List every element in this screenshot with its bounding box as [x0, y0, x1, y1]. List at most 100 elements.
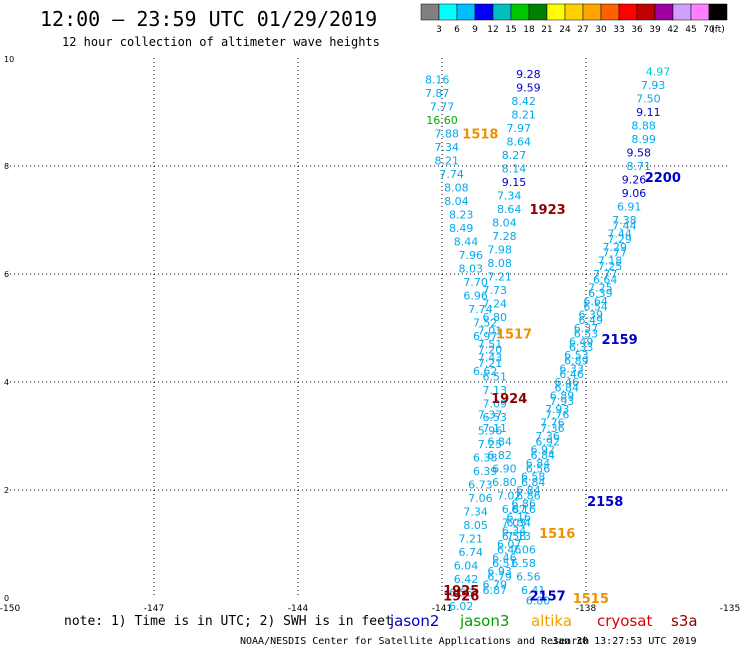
plot-grid — [10, 58, 730, 598]
legend-value: 18 — [523, 25, 535, 35]
swh-data-label: 6.46 — [555, 376, 580, 389]
y-axis-ticks: 0 2 4 6 8 10 — [4, 55, 14, 603]
swh-data-label: 8.04 — [492, 217, 517, 230]
swh-data-label: 8.04 — [444, 195, 469, 208]
swh-data-label: 7.50 — [636, 93, 661, 106]
swh-data-label: 6.84 — [521, 476, 546, 489]
swh-data-label: 7.28 — [492, 230, 517, 243]
swh-data-label: 8.27 — [502, 149, 527, 162]
swh-data-label: 7.06 — [468, 492, 493, 505]
legend-swatch — [708, 3, 728, 21]
swh-data-label: 7.25 — [478, 438, 503, 451]
legend-swatch — [636, 3, 656, 21]
swh-data-label: 6.84 — [516, 484, 541, 497]
pass-time-label: 1518 — [462, 128, 498, 143]
swh-data-label: 8.03 — [459, 263, 484, 276]
swh-data-label: 9.11 — [636, 106, 661, 119]
legend-value: 21 — [541, 25, 552, 35]
swh-data-label: 8.44 — [454, 236, 479, 249]
swh-data-label: 7.37 — [478, 408, 503, 421]
swh-data-label: 7.43 — [478, 352, 503, 365]
swh-data-label: 7.01 — [478, 325, 503, 338]
swh-data-label: 7.44 — [607, 228, 632, 241]
satellite-legend-item: jason3 — [459, 612, 509, 630]
swh-data-label: 7.25 — [598, 260, 623, 273]
swh-data-label: 6.86 — [516, 489, 541, 502]
swh-data-label: 7.96 — [459, 249, 484, 262]
legend-value: 3 — [436, 25, 442, 35]
swh-data-label: 7.24 — [483, 298, 508, 311]
swh-data-label: 9.59 — [516, 82, 541, 95]
legend-swatch — [672, 3, 692, 21]
swh-data-label: 6.89 — [550, 390, 575, 403]
swh-data-label: 6.54 — [583, 300, 608, 313]
swh-data-label: 6.42 — [454, 573, 479, 586]
color-legend: 3 6 9 12 15 18 21 24 27 30 33 36 39 42 45 70(ft) — [420, 3, 728, 35]
swh-data-label: 7.74 — [439, 168, 464, 181]
swh-data-label: 8.21 — [511, 109, 536, 122]
swh-data-label: 6.80 — [526, 595, 551, 608]
swh-data-label: 6.84 — [555, 381, 580, 394]
legend-value: 33 — [613, 25, 624, 35]
swh-data-label: 7.98 — [487, 244, 512, 257]
swh-data-label: 6.34 — [502, 525, 527, 538]
swh-data-label: 6.93 — [487, 565, 512, 578]
swh-data-label: 9.06 — [622, 187, 647, 200]
swh-data-label: 6.38 — [473, 452, 498, 465]
swh-data-label: 7.09 — [483, 398, 508, 411]
swh-data-label: 8.16 — [425, 74, 450, 87]
legend-swatch — [564, 3, 584, 21]
swh-data-label: 7.18 — [598, 255, 623, 268]
pass-time-label: 1516 — [539, 527, 575, 542]
swh-data-label: 6.39 — [473, 465, 498, 478]
swh-data-label: 7.73 — [483, 284, 508, 297]
swh-data-label: 7.34 — [497, 190, 522, 203]
legend-swatch — [474, 3, 494, 21]
swh-data-label: 6.92 — [531, 444, 556, 457]
swh-data-label: 7.06 — [511, 543, 536, 556]
swh-data-label: 7.70 — [463, 276, 488, 289]
x-axis-ticks: -150 -147 -144 -141 -138 -135 — [0, 604, 740, 614]
legend-swatch — [654, 3, 674, 21]
legend-swatch — [690, 3, 710, 21]
swh-data-label: 6.46 — [497, 543, 522, 556]
swh-data-label: 6.33 — [569, 341, 594, 354]
swh-data-label: 7.03 — [502, 516, 527, 529]
legend-value: 24 — [559, 25, 571, 35]
pass-time-label: 1926 — [443, 589, 479, 604]
swh-data-label: 7.36 — [540, 422, 565, 435]
legend-swatch — [456, 3, 476, 21]
swh-data-label: 8.88 — [631, 120, 656, 133]
satellite-legend: jason2 jason3 altika cryosat s3a — [389, 612, 698, 630]
swh-data-label: 7.21 — [487, 271, 512, 284]
x-tick-label: -147 — [144, 604, 164, 614]
legend-value: 42 — [667, 25, 678, 35]
swh-data-label: 7.11 — [483, 422, 508, 435]
swh-data-label: 7.20 — [478, 344, 503, 357]
swh-data-label: 4.97 — [646, 66, 671, 79]
swh-data-label: 8.08 — [444, 182, 469, 195]
swh-data-label: 6.53 — [574, 327, 599, 340]
swh-data-label: 6.56 — [516, 570, 541, 583]
swh-data-label: 6.92 — [535, 435, 560, 448]
legend-swatch — [618, 3, 638, 21]
swh-data-label: 6.02 — [449, 600, 474, 613]
swh-data-label: 8.99 — [631, 133, 656, 146]
y-tick-label: 4 — [4, 378, 9, 387]
legend-swatch — [438, 3, 458, 21]
pass-time-label: 2159 — [602, 333, 638, 348]
swh-data-label: 9.28 — [516, 68, 541, 81]
swh-data-label: 7.97 — [507, 122, 532, 135]
swh-data-label: 6.84 — [487, 435, 512, 448]
swh-data-label: 6.39 — [579, 309, 604, 322]
legend-value: 15 — [505, 25, 516, 35]
swh-data-label: 8.14 — [502, 163, 527, 176]
swh-data-label: 7.88 — [435, 128, 460, 141]
satellite-legend-item: jason2 — [389, 612, 439, 630]
y-tick-label: 0 — [4, 594, 9, 603]
swh-data-label: 7.34 — [435, 141, 460, 154]
swh-data-label: 7.77 — [593, 268, 618, 281]
swh-data-label: 7.76 — [540, 417, 565, 430]
legend-swatch — [600, 3, 620, 21]
chart-title: 12:00 – 23:59 UTC 01/29/2019 — [40, 7, 377, 31]
